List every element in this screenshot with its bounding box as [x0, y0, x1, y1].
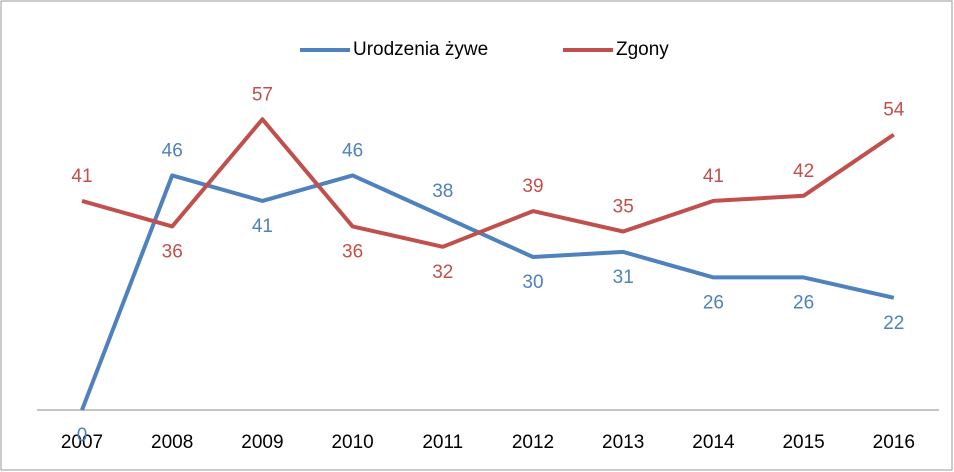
data-label: 41 [252, 216, 273, 237]
x-tick-label: 2014 [692, 432, 735, 453]
data-label: 41 [71, 166, 92, 187]
data-label: 46 [162, 140, 183, 161]
data-label: 46 [342, 140, 363, 161]
series-line [81, 117, 895, 249]
data-label: 38 [432, 181, 453, 202]
data-label: 31 [613, 267, 634, 288]
x-tick-label: 2011 [422, 432, 463, 453]
data-label: 22 [883, 313, 904, 334]
data-label: 54 [883, 100, 905, 121]
data-label: 39 [522, 176, 543, 197]
x-tick-label: 2010 [331, 432, 373, 453]
x-tick-label: 2007 [61, 432, 103, 453]
data-label: 41 [703, 166, 724, 187]
x-tick-label: 2012 [512, 432, 554, 453]
x-tick-label: 2008 [151, 432, 193, 453]
data-label: 26 [703, 292, 724, 313]
data-label: 32 [432, 262, 453, 283]
series-line [80, 173, 895, 411]
legend-label: Urodzenia żywe [353, 39, 488, 60]
x-tick-label: 2013 [602, 432, 644, 453]
data-label: 26 [793, 292, 814, 313]
data-label: 35 [613, 197, 634, 218]
legend-label: Zgony [616, 39, 669, 60]
x-tick-label: 2016 [873, 432, 915, 453]
data-label: 30 [522, 272, 543, 293]
x-tick-label: 2015 [782, 432, 824, 453]
data-label: 36 [162, 241, 183, 262]
data-label: 0 [77, 425, 88, 446]
x-tick-label: 2009 [241, 432, 283, 453]
data-label: 42 [793, 161, 814, 182]
data-label: 36 [342, 241, 363, 262]
data-label: 57 [252, 84, 273, 105]
